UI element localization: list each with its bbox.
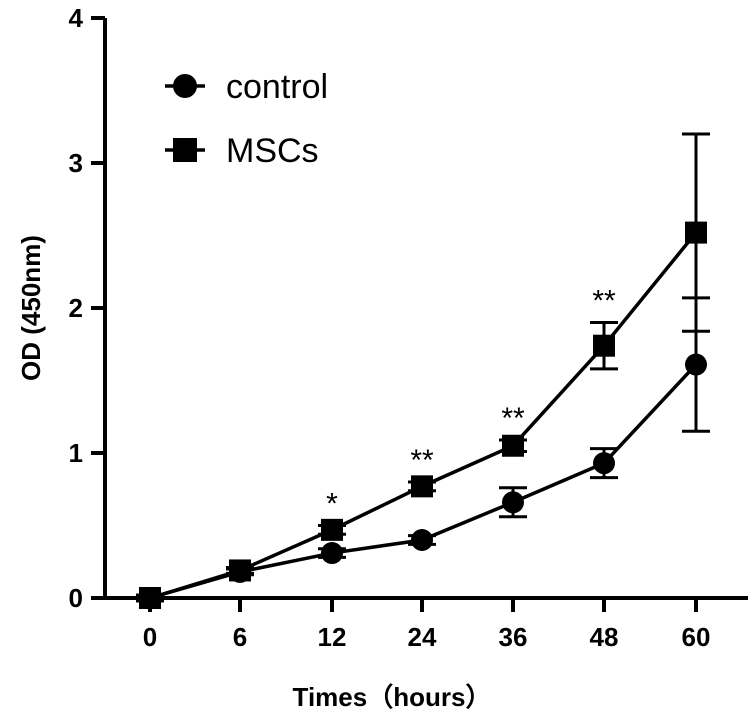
x-axis-ticks: 0 6 12 24 36 48 60 bbox=[143, 598, 711, 652]
data-point-mscs bbox=[411, 475, 433, 498]
legend-label-control: control bbox=[226, 68, 328, 106]
data-point-control bbox=[593, 452, 615, 475]
x-tick-label: 12 bbox=[318, 622, 347, 652]
data-point-mscs bbox=[502, 434, 524, 457]
x-tick-label: 24 bbox=[408, 622, 437, 652]
legend-marker-control bbox=[173, 74, 197, 98]
data-point-mscs bbox=[593, 334, 615, 357]
x-tick-label: 60 bbox=[682, 622, 711, 652]
legend-marker-mscs bbox=[173, 138, 197, 162]
data-point-mscs bbox=[229, 559, 251, 582]
y-tick-label: 3 bbox=[69, 148, 83, 178]
data-point-mscs bbox=[139, 587, 161, 609]
x-tick-label: 48 bbox=[590, 622, 619, 652]
y-tick-label: 4 bbox=[69, 3, 84, 33]
legend: control MSCs bbox=[165, 68, 328, 170]
legend-label-mscs: MSCs bbox=[226, 132, 319, 170]
data-point-control bbox=[411, 529, 433, 551]
data-point-control bbox=[321, 542, 343, 565]
x-axis-title: Times（hours） bbox=[293, 682, 492, 712]
y-tick-label: 2 bbox=[69, 293, 83, 323]
significance-label: ** bbox=[501, 402, 525, 435]
y-axis-ticks: 0 1 2 3 4 bbox=[69, 3, 105, 613]
axes bbox=[103, 18, 748, 600]
series-markers bbox=[139, 221, 707, 609]
data-point-control bbox=[502, 491, 524, 514]
y-tick-label: 0 bbox=[69, 583, 83, 613]
significance-label: ** bbox=[592, 285, 616, 318]
x-tick-label: 6 bbox=[233, 622, 247, 652]
y-tick-label: 1 bbox=[69, 438, 83, 468]
x-tick-label: 36 bbox=[499, 622, 528, 652]
significance-label: ** bbox=[410, 444, 434, 477]
significance-labels: ******* bbox=[326, 285, 616, 521]
data-point-mscs bbox=[321, 518, 343, 541]
x-tick-label: 0 bbox=[143, 622, 157, 652]
y-axis-title: OD (450nm) bbox=[16, 235, 46, 381]
data-point-control bbox=[685, 353, 707, 376]
data-point-mscs bbox=[685, 221, 707, 244]
significance-label: * bbox=[326, 488, 338, 521]
